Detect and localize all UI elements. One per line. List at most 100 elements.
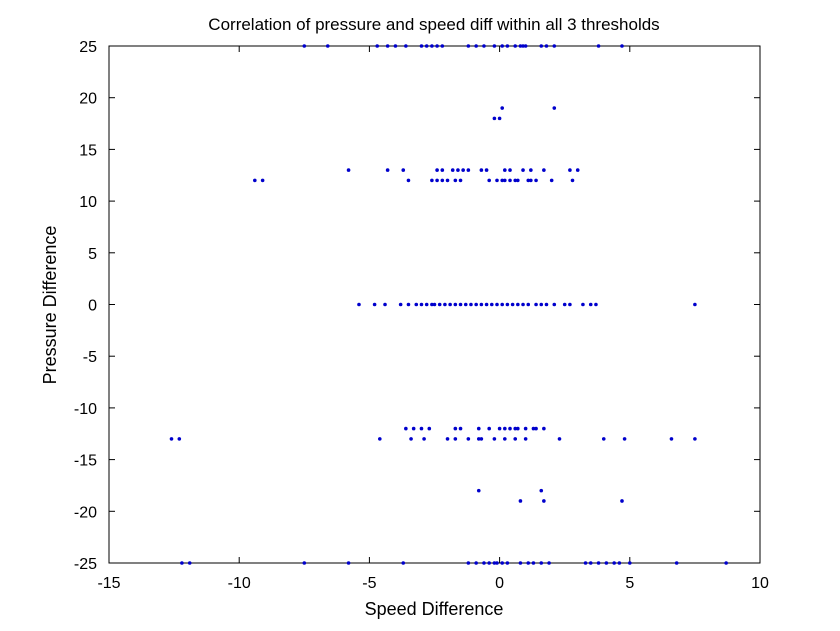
scatter-point [479, 302, 484, 307]
scatter-point [398, 302, 403, 307]
y-tick-label: 25 [79, 39, 97, 56]
scatter-point [458, 178, 463, 183]
scatter-point [406, 178, 411, 183]
scatter-point [531, 561, 536, 565]
scatter-point [253, 178, 257, 183]
scatter-point [448, 302, 452, 307]
scatter-point [435, 168, 439, 172]
scatter-point [510, 302, 515, 307]
scatter-point [516, 178, 520, 183]
scatter-point [492, 116, 497, 121]
chart-title: Correlation of pressure and speed diff w… [208, 15, 659, 34]
scatter-point [435, 44, 439, 48]
y-tick-label: -15 [74, 453, 97, 470]
x-tick-label: -15 [97, 575, 120, 592]
scatter-point [612, 561, 616, 565]
scatter-point [539, 302, 544, 307]
scatter-point [487, 561, 491, 565]
scatter-point [516, 302, 520, 307]
scatter-point [693, 302, 697, 307]
scatter-point [430, 302, 434, 307]
scatter-point [458, 426, 463, 431]
scatter-point [542, 168, 546, 172]
scatter-point [529, 168, 533, 172]
scatter-point [450, 168, 455, 172]
scatter-point [534, 426, 538, 431]
scatter-point [588, 302, 593, 307]
scatter-point [542, 426, 546, 431]
scatter-point [419, 44, 424, 48]
scatter-point [588, 561, 593, 565]
scatter-point [484, 168, 489, 172]
scatter-point [432, 302, 437, 307]
scatter-point [547, 561, 551, 565]
scatter-point [383, 302, 387, 307]
scatter-point [476, 437, 481, 441]
scatter-point [497, 426, 502, 431]
data-points [169, 44, 728, 565]
scatter-point [487, 426, 491, 431]
scatter-point [583, 561, 588, 565]
scatter-point [539, 561, 544, 565]
scatter-point [724, 561, 728, 565]
scatter-point [456, 168, 460, 172]
scatter-point [372, 302, 377, 307]
scatter-point [620, 499, 624, 503]
scatter-point [539, 488, 544, 493]
scatter-point [513, 426, 518, 431]
scatter-point [674, 561, 679, 565]
scatter-point [482, 44, 486, 48]
scatter-point [529, 178, 533, 183]
scatter-point [523, 44, 528, 48]
scatter-point [513, 44, 518, 48]
scatter-point [531, 426, 536, 431]
scatter-point [466, 168, 471, 172]
scatter-point [419, 426, 424, 431]
y-tick-label: 15 [79, 142, 97, 159]
scatter-point [406, 302, 411, 307]
scatter-point [505, 561, 510, 565]
y-axis-ticks: -25 -20 -15 -10 -5 0 5 10 15 20 25 [74, 39, 760, 573]
scatter-point [508, 178, 512, 183]
scatter-point [581, 302, 585, 307]
scatter-point [346, 561, 351, 565]
scatter-point [570, 178, 575, 183]
scatter-point [430, 178, 434, 183]
scatter-point [508, 426, 512, 431]
scatter-point [495, 178, 499, 183]
x-axis-ticks: -15 -10 -5 0 5 10 [97, 46, 769, 592]
scatter-point [479, 437, 484, 441]
scatter-point [575, 168, 580, 172]
x-tick-label: -5 [362, 575, 376, 592]
scatter-point [516, 426, 520, 431]
y-tick-label: -25 [74, 556, 97, 573]
scatter-point [557, 437, 562, 441]
scatter-point [526, 178, 531, 183]
scatter-point [568, 168, 572, 172]
scatter-point [453, 302, 458, 307]
scatter-point [469, 302, 473, 307]
scatter-point [500, 302, 505, 307]
y-axis-label: Pressure Difference [40, 226, 60, 385]
scatter-point [503, 437, 507, 441]
scatter-point [495, 302, 499, 307]
scatter-point [518, 499, 523, 503]
scatter-point [534, 178, 538, 183]
scatter-point [325, 44, 330, 48]
scatter-point [461, 168, 465, 172]
scatter-point [492, 437, 497, 441]
scatter-point [628, 561, 632, 565]
scatter-point [474, 302, 478, 307]
y-tick-label: 0 [88, 298, 97, 315]
scatter-point [474, 561, 478, 565]
scatter-point [492, 44, 497, 48]
scatter-point [489, 302, 494, 307]
scatter-point [523, 426, 528, 431]
scatter-point [409, 437, 413, 441]
scatter-point [594, 302, 598, 307]
scatter-point [302, 561, 307, 565]
scatter-point [503, 178, 507, 183]
scatter-point [513, 437, 518, 441]
y-tick-label: -5 [83, 349, 97, 366]
